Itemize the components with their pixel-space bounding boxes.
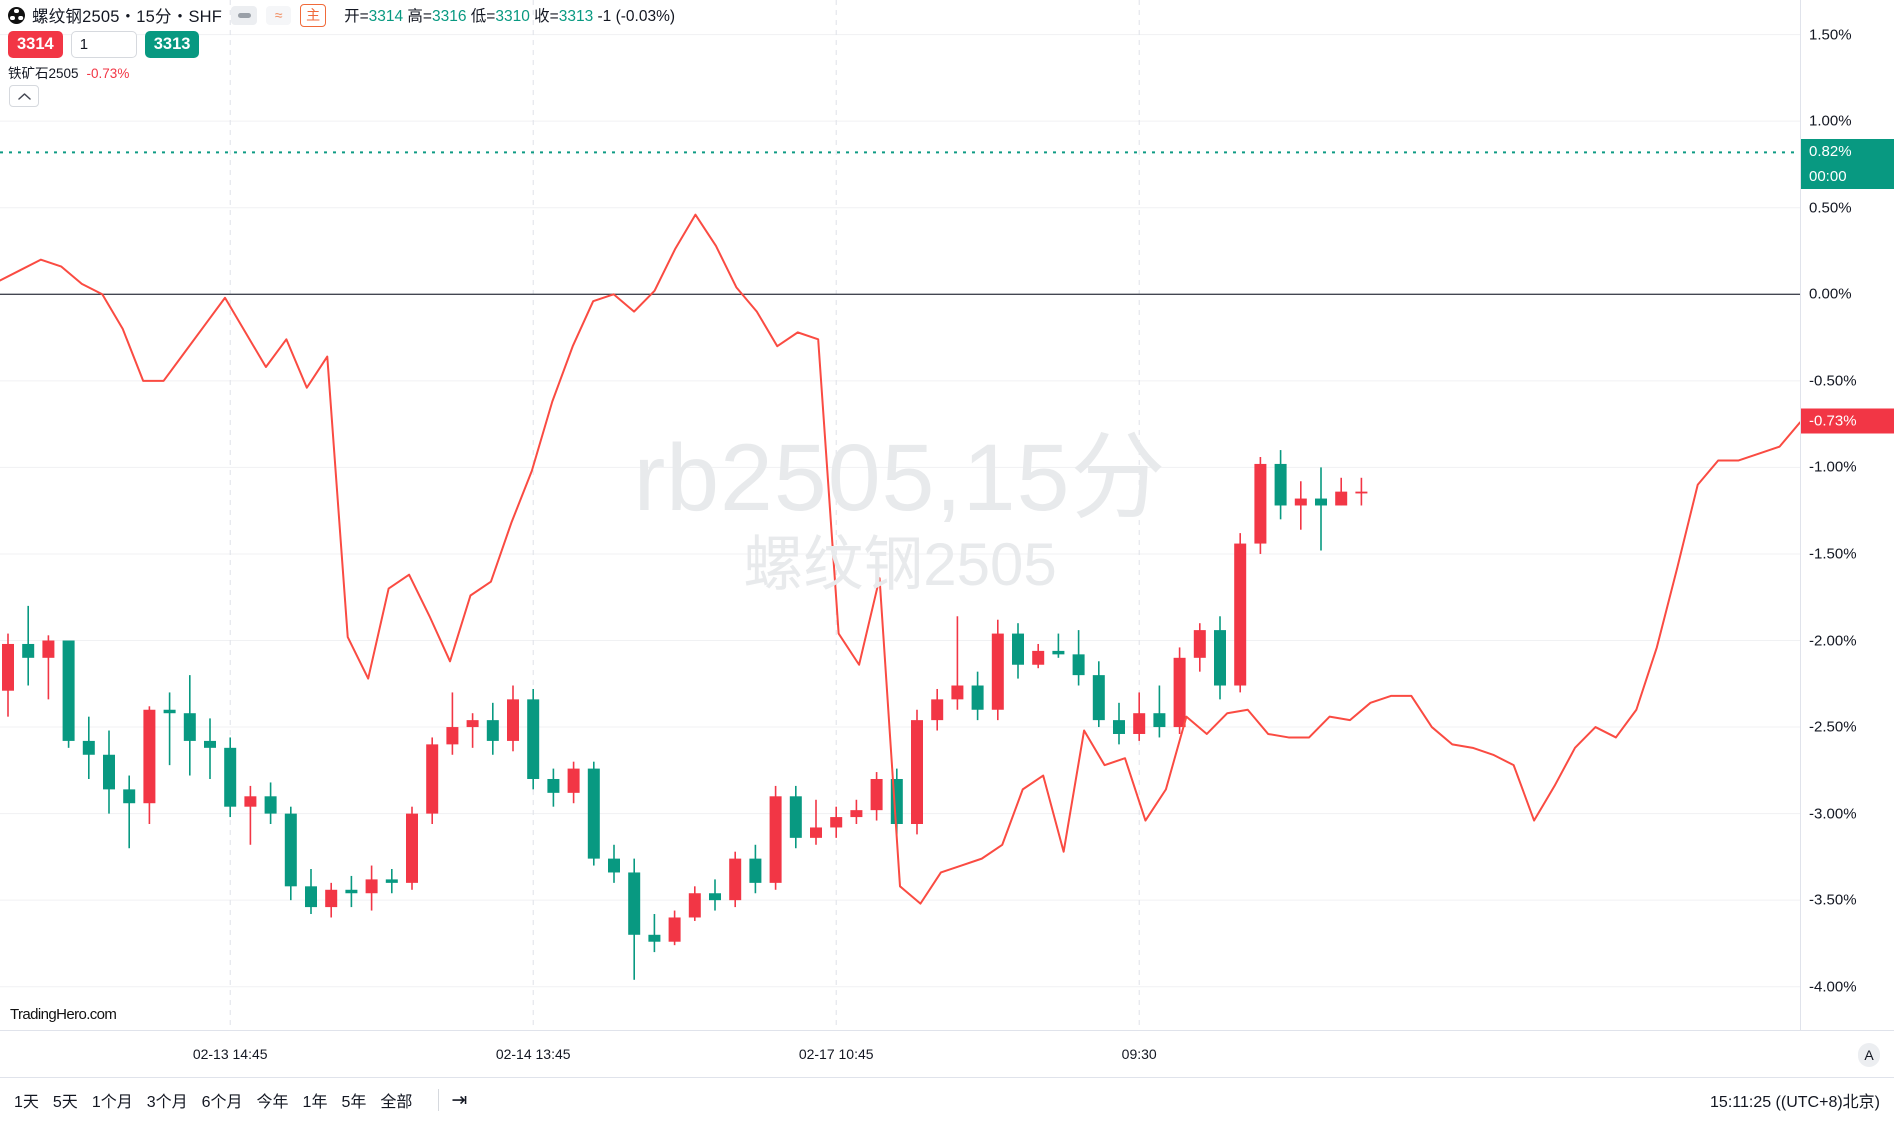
y-axis-tick: 0.50% [1809, 199, 1852, 217]
price-axis[interactable]: 1.50% 1.00% 0.50% 0.00% -0.50% -1.00% -1.50% -2… [1800, 0, 1894, 1030]
compare-symbol-change: -0.73% [86, 66, 130, 81]
quantity-input[interactable]: 1 [70, 31, 137, 58]
range-button[interactable]: 1天 [14, 1094, 39, 1111]
x-axis-tick: 02-14 13:45 [495, 1046, 571, 1062]
change-value: -1 [597, 8, 612, 25]
x-axis-tick: 02-17 10:45 [798, 1046, 874, 1062]
range-toolbar: 1天 5天 1个月 3个月 6个月 今年 1年 5年 全部 ⇥ 15:11:25 ((UTC+8… [0, 1078, 1894, 1122]
collapse-panel-button[interactable] [9, 85, 39, 107]
open-value: 3314 [368, 8, 404, 25]
main-contract-badge[interactable]: 主 [300, 3, 327, 27]
x-axis-tick: 09:30 [1121, 1046, 1157, 1062]
low-value: 3310 [495, 8, 530, 25]
logo-name: TradingHero [10, 1006, 87, 1023]
y-axis-tick: -2.50% [1809, 718, 1857, 736]
y-axis-tick: -0.50% [1809, 372, 1857, 390]
range-button[interactable]: 全部 [380, 1094, 413, 1111]
clock-label: 15:11:25 ((UTC+8)北京) [1710, 1094, 1880, 1111]
last-price-badge: -0.73% [1801, 408, 1894, 434]
y-axis-tick: -2.00% [1809, 632, 1857, 649]
symbol-title[interactable]: 螺纹钢2505・15分・SHF [32, 8, 223, 26]
y-axis-tick: -3.00% [1809, 805, 1857, 823]
chart-svg [0, 0, 1800, 1030]
y-axis-tick: 0.00% [1809, 285, 1852, 303]
change-percent: (-0.03%) [615, 8, 676, 25]
quote-row: 3314 1 3313 [8, 31, 200, 58]
close-label: 收= [534, 8, 559, 25]
y-axis-tick: -1.50% [1809, 545, 1857, 563]
y-axis-tick: -3.50% [1809, 891, 1857, 909]
instrument-dot-icon [8, 6, 25, 24]
range-button[interactable]: 5天 [52, 1094, 78, 1111]
y-axis-tick: 1.00% [1809, 112, 1852, 130]
compare-badge-value: 0.82% [1809, 143, 1852, 161]
line-style-icon[interactable] [231, 5, 258, 25]
range-button[interactable]: 5年 [341, 1094, 367, 1111]
price-chart-canvas[interactable] [0, 0, 1800, 1030]
compare-symbol-label[interactable]: 铁矿石2505 [8, 66, 79, 81]
wave-icon[interactable]: ≈ [266, 5, 292, 25]
high-label: 高= [407, 8, 432, 25]
open-label: 开= [344, 8, 369, 25]
cursor-tool-icon[interactable]: ⇥ [451, 1089, 468, 1111]
range-button[interactable]: 3个月 [146, 1094, 188, 1111]
high-value: 3316 [431, 8, 467, 25]
low-label: 低= [470, 8, 496, 25]
chart-header: 螺纹钢2505・15分・SHF ≈ 主 开=3314 高=3316 低=3310… [0, 0, 1894, 30]
x-axis-tick: 02-13 14:45 [192, 1046, 268, 1062]
close-value: 3313 [558, 8, 594, 25]
compare-value-badge: 0.82% 00:00 [1801, 139, 1894, 190]
autoscale-button[interactable]: A [1858, 1043, 1880, 1067]
chevron-up-icon [17, 92, 31, 100]
range-button[interactable]: 1个月 [91, 1094, 133, 1111]
compare-symbol-row: 铁矿石2505 -0.73% [8, 62, 129, 82]
bid-price-button[interactable]: 3314 [8, 31, 63, 58]
y-axis-tick: -1.00% [1809, 458, 1857, 476]
range-button[interactable]: 1年 [302, 1094, 328, 1111]
tradinghero-logo: TradingHero.com [10, 995, 117, 1026]
time-axis[interactable]: A 02-13 14:45 02-14 13:45 02-17 10:45 09:30 [0, 1030, 1894, 1078]
logo-tld: .com [86, 1006, 117, 1023]
range-button[interactable]: 6个月 [201, 1094, 243, 1111]
ask-price-button[interactable]: 3313 [144, 31, 200, 58]
toolbar-divider [438, 1089, 440, 1111]
range-button[interactable]: 今年 [256, 1094, 289, 1111]
range-buttons: 1天 5天 1个月 3个月 6个月 今年 1年 5年 全部 [14, 1088, 426, 1112]
compare-badge-time: 00:00 [1809, 168, 1847, 186]
y-axis-tick: 1.50% [1809, 26, 1852, 44]
ohlc-readout: 开=3314 高=3316 低=3310 收=3313 -1 (-0.03%) [344, 4, 675, 26]
y-axis-tick: -4.00% [1809, 978, 1857, 996]
